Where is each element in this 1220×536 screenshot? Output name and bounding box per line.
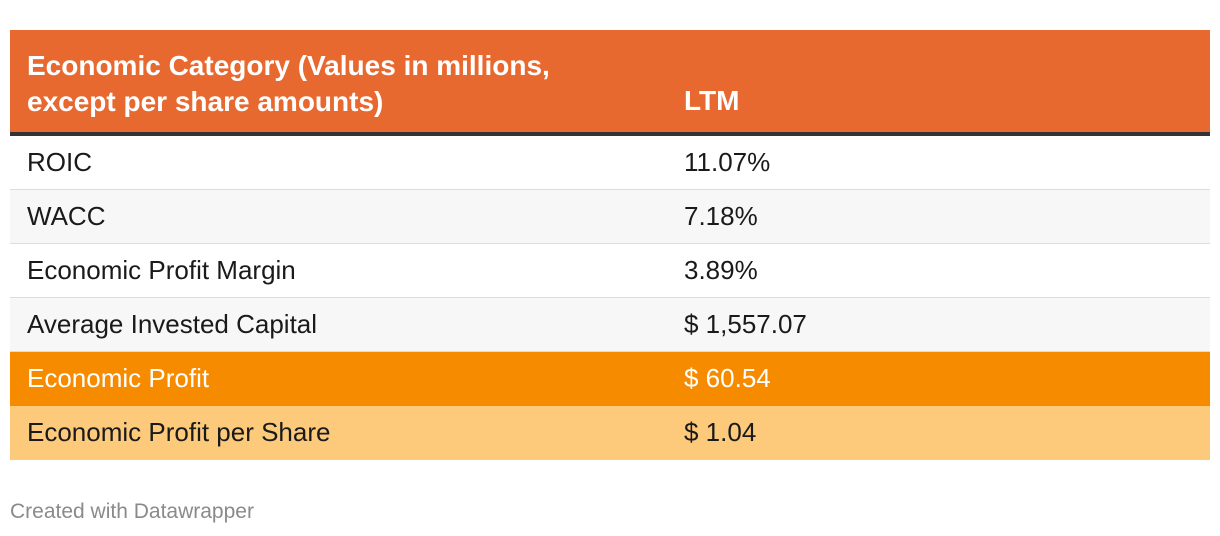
row-value: $ 60.54	[684, 363, 771, 393]
table-row-roic: ROIC 11.07%	[10, 136, 1210, 190]
table-header: Economic Category (Values in millions, e…	[10, 30, 1210, 136]
header-ltm: LTM	[684, 85, 740, 116]
row-value: 11.07%	[684, 147, 771, 177]
row-label: WACC	[27, 201, 106, 231]
row-label: ROIC	[27, 147, 92, 177]
table-row-economic-profit-margin: Economic Profit Margin 3.89%	[10, 244, 1210, 298]
economic-profit-table: Economic Category (Values in millions, e…	[10, 30, 1210, 460]
row-value: $ 1.04	[684, 417, 757, 447]
row-value: $ 1,557.07	[684, 309, 807, 339]
table-row-economic-profit: Economic Profit $ 60.54	[10, 352, 1210, 406]
table-row-average-invested-capital: Average Invested Capital $ 1,557.07	[10, 298, 1210, 352]
table-row-economic-profit-per-share: Economic Profit per Share $ 1.04	[10, 406, 1210, 460]
row-label: Average Invested Capital	[27, 309, 318, 339]
table-row-wacc: WACC 7.18%	[10, 190, 1210, 244]
row-label: Economic Profit per Share	[27, 417, 331, 447]
row-value: 3.89%	[684, 255, 758, 285]
row-label: Economic Profit	[27, 363, 210, 393]
datawrapper-credit: Created with Datawrapper	[10, 500, 254, 523]
row-value: 7.18%	[684, 201, 758, 231]
header-category: Economic Category (Values in millions, e…	[27, 50, 550, 117]
row-label: Economic Profit Margin	[27, 255, 296, 285]
